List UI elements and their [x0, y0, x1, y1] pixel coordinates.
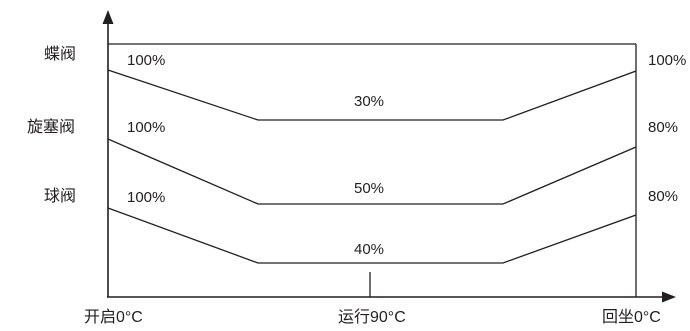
x-label-open: 开启0°C	[84, 309, 143, 326]
x-label-reseat: 回坐0°C	[602, 309, 661, 326]
curve-butterfly-valve	[107, 69, 637, 121]
valve-label-butterfly: 蝶阀	[44, 46, 77, 63]
y-axis-arrow	[102, 10, 114, 24]
valve-label-ball: 球阀	[44, 188, 77, 205]
curve-ball-valve	[107, 207, 637, 264]
plug-middle-value: 50%	[354, 180, 385, 197]
butterfly-start-value: 100%	[127, 52, 166, 69]
x-label-running: 运行90°C	[338, 309, 406, 326]
plug-start-value: 100%	[127, 119, 166, 136]
x-axis-arrow	[662, 291, 676, 303]
butterfly-middle-value: 30%	[354, 93, 385, 110]
plug-end-value: 80%	[648, 119, 679, 136]
ball-end-value: 80%	[648, 188, 679, 205]
valve-label-plug: 旋塞阀	[27, 119, 76, 136]
butterfly-end-value: 100%	[648, 52, 687, 69]
ball-start-value: 100%	[127, 189, 166, 206]
ball-middle-value: 40%	[354, 241, 385, 258]
curve-plug-valve	[107, 138, 637, 205]
